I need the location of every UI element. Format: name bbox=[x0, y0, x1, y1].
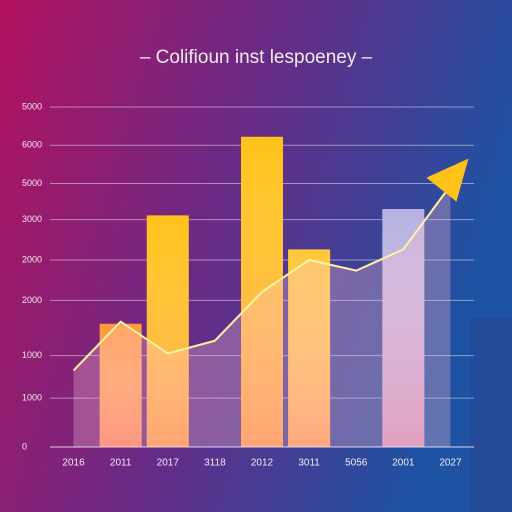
x-tick-label: 2027 bbox=[439, 458, 462, 469]
bar-shade bbox=[99, 323, 142, 447]
x-tick-label: 2016 bbox=[62, 458, 85, 469]
arrow-head bbox=[426, 158, 469, 202]
y-tick-label: 2000 bbox=[22, 254, 42, 264]
x-tick-label: 3011 bbox=[298, 458, 320, 469]
x-tick-label: 3118 bbox=[204, 458, 226, 469]
y-tick-label: 1000 bbox=[22, 393, 42, 403]
bar-shade bbox=[288, 249, 331, 447]
y-tick-label: 3000 bbox=[22, 214, 42, 224]
x-tick-label: 2011 bbox=[110, 458, 132, 469]
x-tick-label: 2012 bbox=[251, 458, 274, 469]
x-tick-label: 5056 bbox=[345, 458, 368, 469]
y-tick-label: 5000 bbox=[22, 178, 42, 188]
y-tick-label: 2000 bbox=[22, 295, 42, 305]
decor bbox=[470, 318, 512, 512]
x-tick-label: 2001 bbox=[392, 458, 415, 469]
x-tick-label: 2017 bbox=[157, 458, 180, 469]
y-tick-label: 0 bbox=[22, 441, 27, 451]
line bbox=[72, 185, 452, 372]
y-tick-label: 6000 bbox=[22, 140, 42, 150]
y-tick-label: 1000 bbox=[22, 350, 42, 360]
y-tick-label: 5000 bbox=[22, 101, 42, 111]
line-area bbox=[73, 185, 451, 447]
chart-title: – Colifioun inst lespoeney – bbox=[140, 47, 373, 68]
bar-shade bbox=[146, 215, 189, 447]
